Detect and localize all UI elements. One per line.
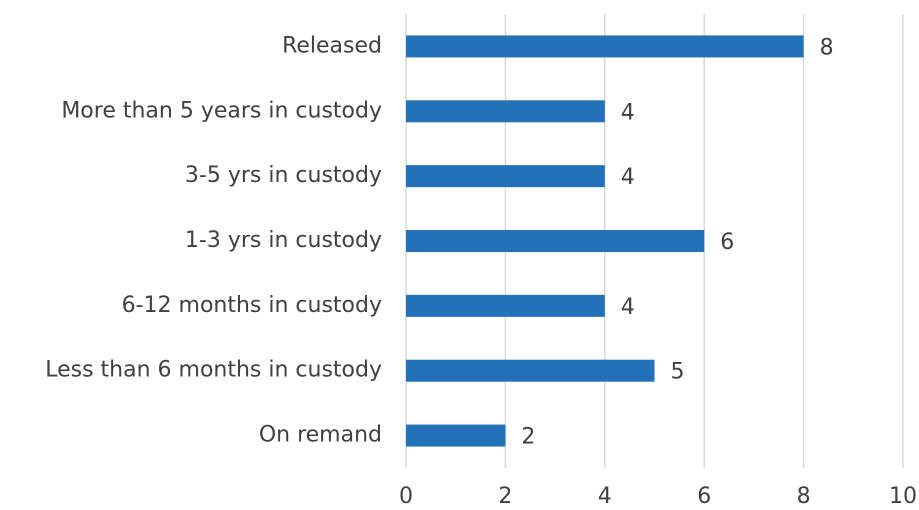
bar xyxy=(406,424,506,447)
x-tick-label: 0 xyxy=(399,484,413,509)
data-label: 5 xyxy=(671,360,685,385)
bar xyxy=(406,359,655,382)
bar xyxy=(406,294,605,317)
x-tick-label: 6 xyxy=(697,484,711,509)
data-label: 6 xyxy=(720,230,734,255)
y-tick-label: 3-5 yrs in custody xyxy=(185,163,382,188)
data-label: 4 xyxy=(621,165,635,190)
data-label: 4 xyxy=(621,100,635,125)
y-tick-label: 6-12 months in custody xyxy=(122,293,382,318)
y-tick-label: More than 5 years in custody xyxy=(61,98,382,123)
bar xyxy=(406,165,605,188)
x-tick-label: 2 xyxy=(498,484,512,509)
x-tick-label: 8 xyxy=(797,484,811,509)
x-tick-label: 10 xyxy=(889,484,917,509)
y-tick-label: Released xyxy=(282,33,382,58)
y-tick-label: 1-3 yrs in custody xyxy=(185,228,382,253)
data-label: 8 xyxy=(820,35,834,60)
y-tick-label: On remand xyxy=(259,423,382,448)
data-label: 4 xyxy=(621,295,635,320)
bar xyxy=(406,100,605,123)
data-label: 2 xyxy=(521,425,535,450)
x-tick-label: 4 xyxy=(598,484,612,509)
bar xyxy=(406,35,804,58)
y-tick-label: Less than 6 months in custody xyxy=(45,358,382,383)
bar xyxy=(406,230,705,252)
